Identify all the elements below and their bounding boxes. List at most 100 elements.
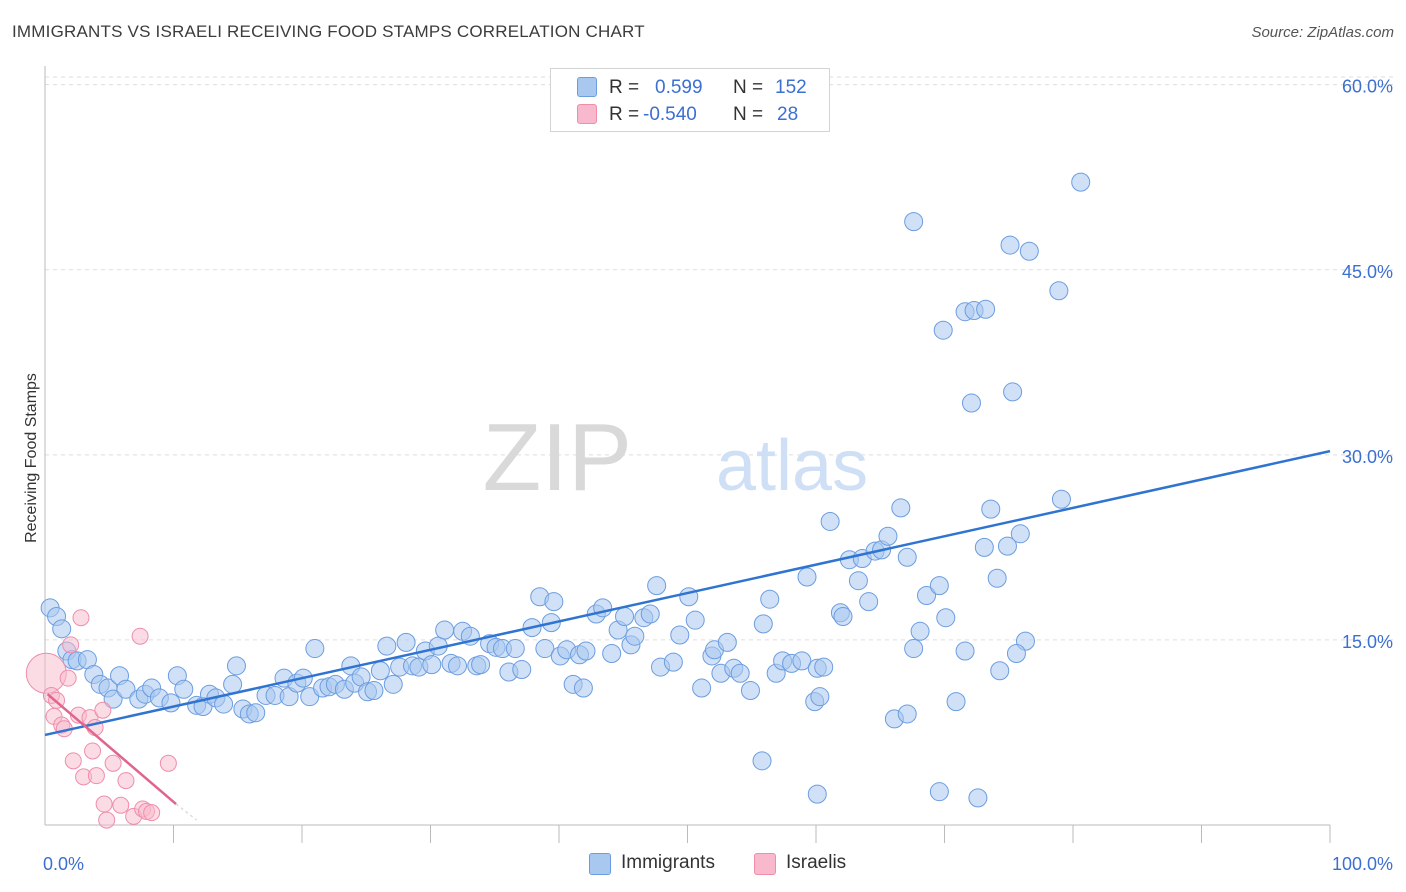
immigrants-point (820, 511, 840, 531)
legend-n-value: 28 (777, 104, 799, 125)
immigrants-points (40, 172, 1091, 808)
immigrants-point (640, 604, 660, 624)
immigrants-point (505, 639, 525, 659)
immigrants-swatch (577, 77, 597, 97)
immigrants-point (730, 663, 750, 683)
immigrants-point (976, 299, 996, 319)
immigrants-point (685, 610, 705, 630)
israelis-point (84, 742, 102, 760)
legend-r-value: -0.540 (643, 104, 697, 125)
israelis-legend-swatch (754, 853, 776, 875)
immigrants-point (1010, 524, 1030, 544)
immigrants-point (512, 660, 532, 680)
immigrants-point (936, 608, 956, 628)
x-tick-label: 100.0% (1332, 854, 1393, 874)
israelis-point (72, 609, 90, 627)
immigrants-point (447, 656, 467, 676)
immigrants-point (435, 620, 455, 640)
immigrants-point (1006, 643, 1026, 663)
legend-r-label: R = (609, 77, 640, 98)
immigrants-legend-swatch (589, 853, 611, 875)
immigrants-point (987, 568, 1007, 588)
immigrants-point (422, 655, 442, 675)
israelis-trend-extension (175, 803, 198, 821)
immigrants-trend-line (44, 449, 1331, 737)
y-tick-label: 60.0% (1342, 77, 1393, 97)
immigrants-point (305, 639, 325, 659)
israelis-point (104, 754, 122, 772)
immigrants-legend-label: Immigrants (621, 852, 715, 873)
immigrants-point (471, 655, 491, 675)
immigrants-point (544, 592, 564, 612)
immigrants-point (760, 589, 780, 609)
israelis-trend-line (46, 693, 177, 805)
immigrants-point (910, 621, 930, 641)
immigrants-point (1049, 281, 1069, 301)
immigrants-point (917, 586, 937, 605)
immigrants-point (573, 678, 593, 698)
israelis-legend-label: Israelis (786, 852, 847, 873)
y-tick-label: 15.0% (1342, 632, 1393, 652)
immigrants-point (891, 498, 911, 518)
immigrants-point (226, 656, 246, 676)
immigrants-point (1051, 489, 1071, 509)
immigrants-point (246, 703, 266, 723)
immigrants-point (981, 499, 1001, 519)
immigrants-point (1019, 241, 1039, 261)
immigrants-point (933, 320, 953, 340)
immigrants-point (904, 212, 924, 232)
israelis-point (98, 811, 116, 829)
immigrants-point (1003, 382, 1023, 402)
israelis-swatch (577, 104, 597, 124)
immigrants-point (717, 632, 737, 652)
immigrants-point (946, 692, 966, 712)
legend-n-label: N = (733, 77, 764, 98)
legend-r-label: R = (609, 104, 640, 125)
israelis-point (59, 669, 77, 687)
immigrants-point (740, 681, 760, 701)
immigrants-point (968, 788, 988, 808)
immigrants-point (974, 537, 994, 557)
immigrants-point (383, 674, 403, 694)
israelis-point (159, 754, 177, 772)
chart-title: IMMIGRANTS VS ISRAELI RECEIVING FOOD STA… (12, 22, 645, 41)
immigrants-point (602, 643, 622, 663)
israelis-point (62, 636, 80, 654)
immigrants-point (878, 526, 898, 546)
immigrants-point (997, 536, 1017, 556)
immigrants-point (625, 626, 645, 646)
immigrants-point (848, 571, 868, 591)
immigrants-point (807, 784, 827, 804)
immigrants-point (692, 678, 712, 698)
legend-n-value: 152 (775, 77, 807, 98)
gridlines (45, 76, 1394, 641)
immigrants-point (955, 641, 975, 661)
axis-ticks: 15.0% 30.0% 45.0% 60.0% 0.0% 100.0% (43, 77, 1393, 874)
immigrants-point (797, 567, 817, 587)
immigrants-point (833, 606, 853, 626)
watermark-zip: ZIP (483, 404, 632, 511)
watermark-atlas: atlas (716, 426, 868, 506)
axes (44, 66, 1331, 843)
correlation-legend: R = 0.599 N = 152 R = -0.540 N = 28 (550, 68, 830, 132)
watermark: ZIP atlas (483, 404, 868, 511)
immigrants-point (929, 782, 949, 802)
immigrants-point (223, 674, 243, 694)
immigrants-point (929, 576, 949, 596)
israelis-point (117, 772, 135, 790)
immigrants-point (377, 636, 397, 656)
y-axis-label: Receiving Food Stamps (23, 373, 40, 543)
israelis-point (64, 752, 82, 770)
immigrants-point (174, 679, 194, 699)
immigrants-point (663, 652, 683, 672)
immigrants-point (792, 651, 812, 671)
immigrants-point (370, 661, 390, 681)
immigrants-point (752, 751, 772, 771)
legend-n-label: N = (733, 104, 764, 125)
immigrants-point (615, 606, 635, 626)
immigrants-point (103, 689, 123, 709)
israelis-point (95, 795, 113, 813)
immigrants-point (810, 687, 830, 707)
immigrants-point (116, 679, 136, 699)
